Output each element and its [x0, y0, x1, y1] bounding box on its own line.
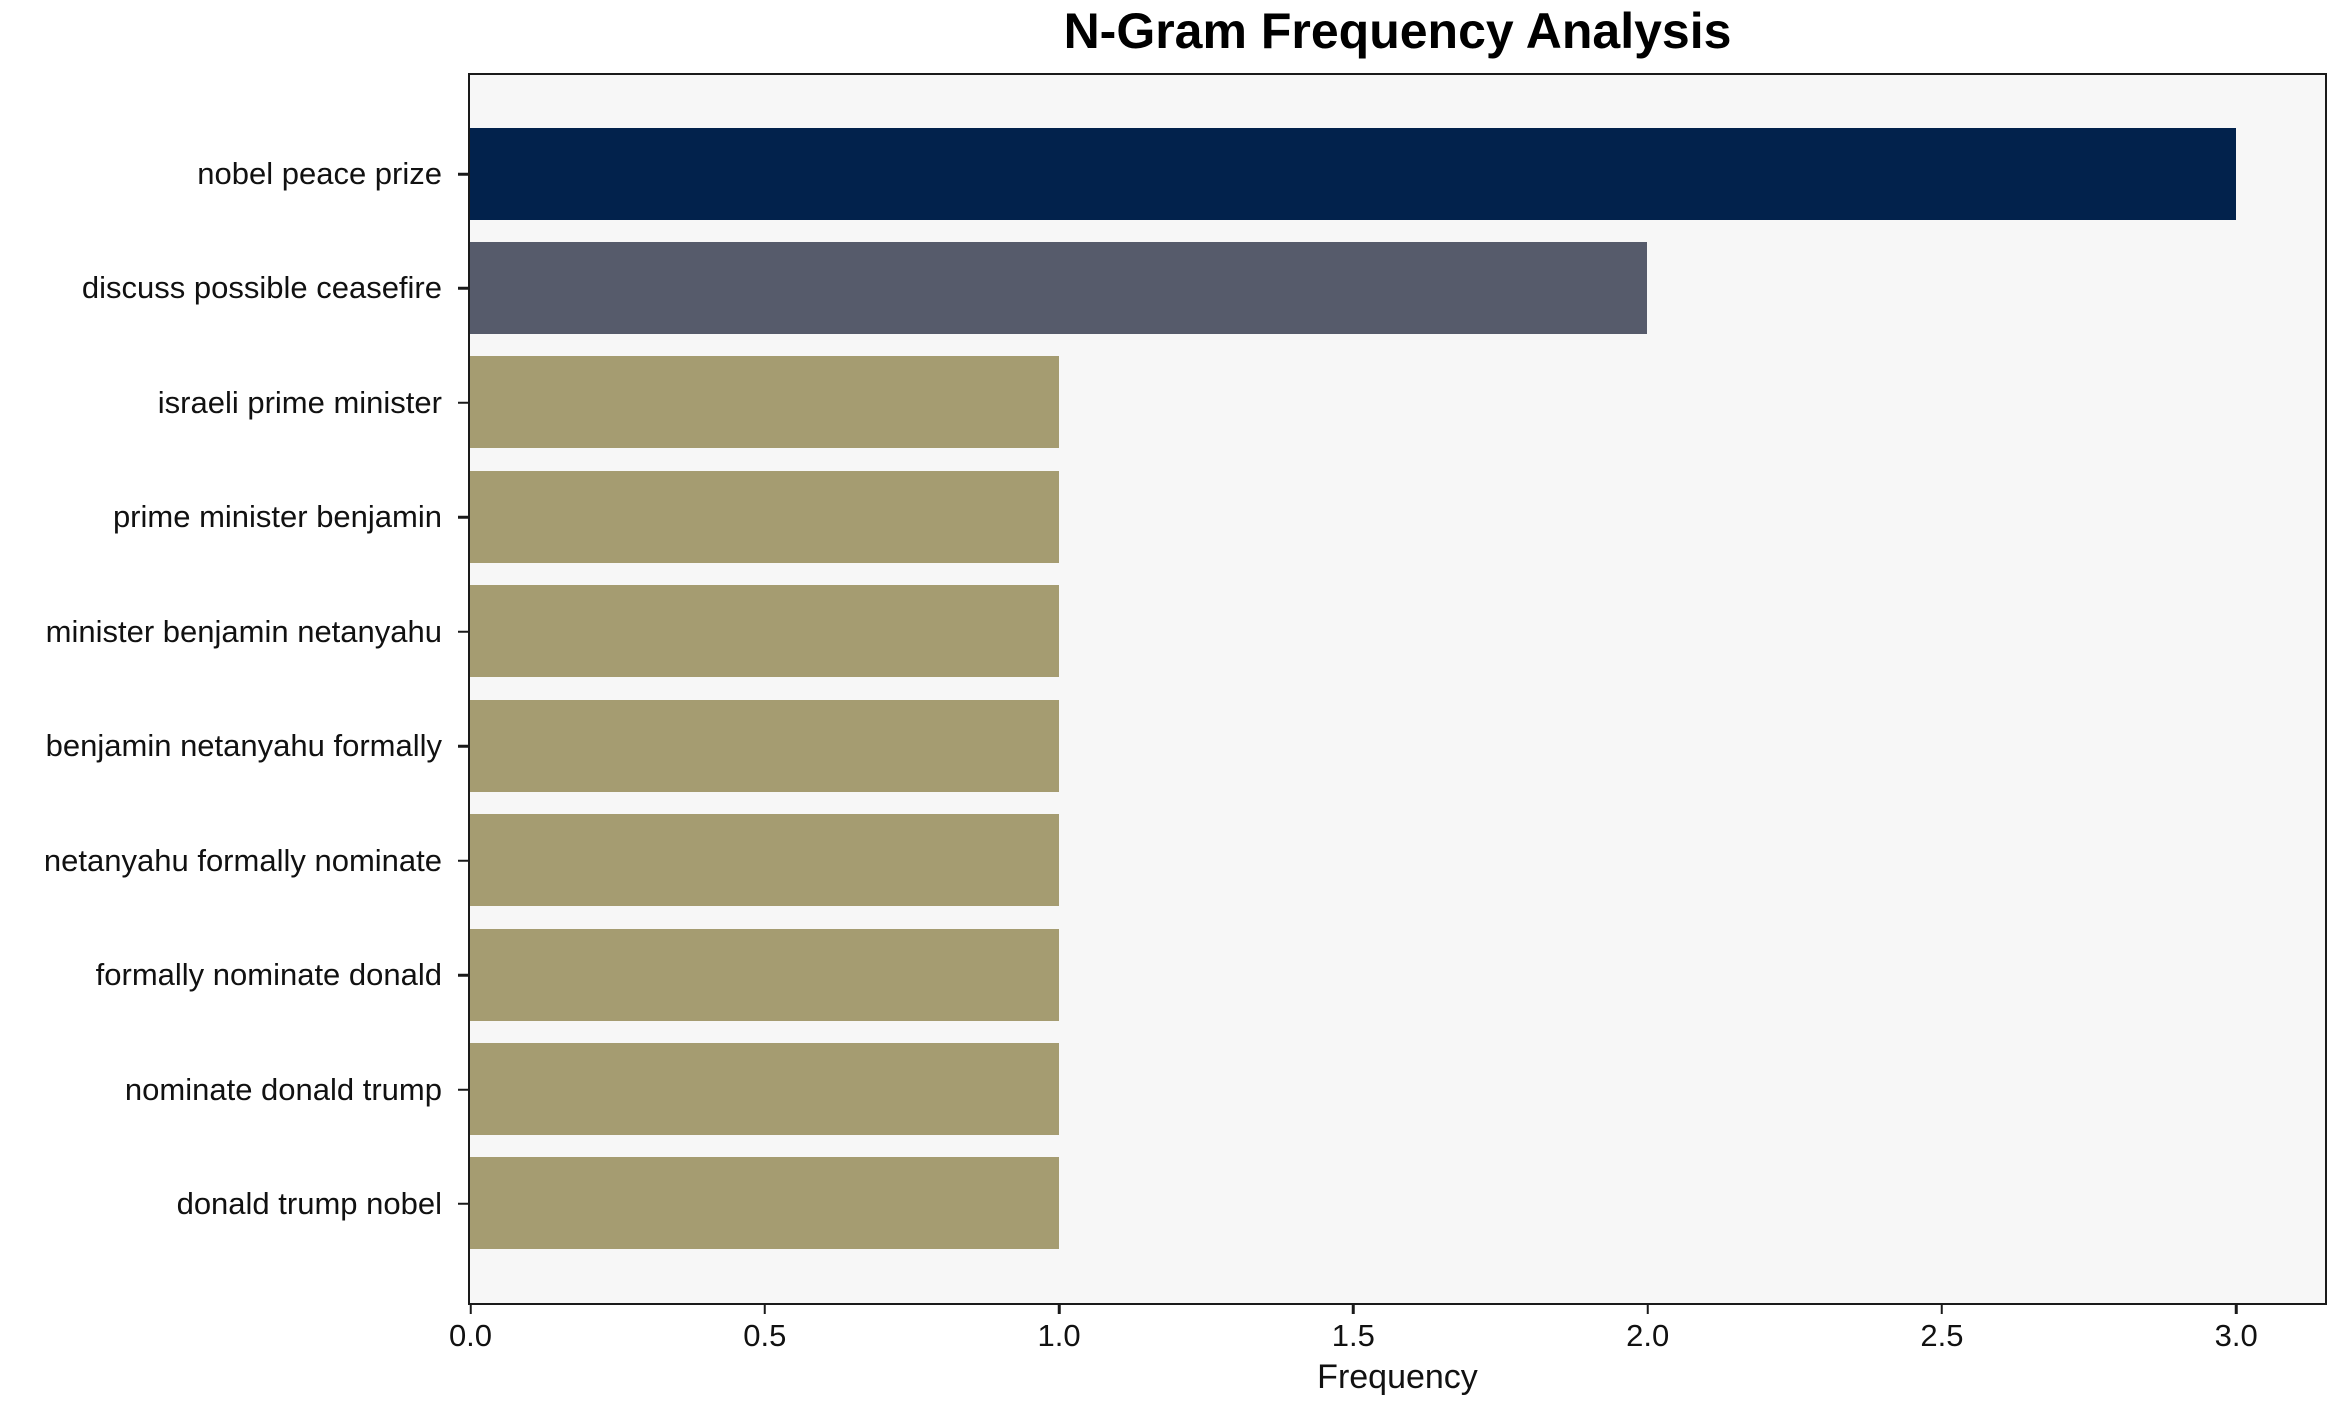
x-tick-label: 1.5: [1331, 1318, 1375, 1353]
y-tick-label: formally nominate donald: [95, 957, 442, 993]
bar-discuss-possible-ceasefire: [470, 241, 1648, 334]
y-tick-label: nominate donald trump: [124, 1071, 442, 1107]
y-tick-label: discuss possible ceasefire: [81, 270, 442, 306]
x-tick-mark: [2234, 1305, 2238, 1314]
bar-prime-minister-benjamin: [470, 470, 1059, 563]
x-tick-mark: [1352, 1305, 1355, 1314]
y-tick-mark: [458, 287, 468, 290]
y-tick-mark: [458, 630, 468, 633]
x-tick-mark: [763, 1305, 767, 1314]
y-tick-label: nobel peace prize: [197, 156, 442, 191]
bar-netanyahu-formally-nominate: [470, 814, 1059, 907]
y-tick-mark: [458, 973, 468, 977]
y-tick-label: prime minister benjamin: [112, 499, 442, 535]
x-tick-mark: [1940, 1305, 1944, 1314]
y-tick-label: israeli prime minister: [157, 384, 442, 420]
bar-nobel-peace-prize: [470, 127, 2236, 220]
x-tick-mark: [1057, 1305, 1061, 1314]
y-tick-mark: [458, 744, 468, 748]
x-tick-mark: [1646, 1305, 1649, 1314]
y-tick-mark: [458, 172, 468, 176]
y-tick-label: minister benjamin netanyahu: [45, 613, 442, 649]
y-tick-label: netanyahu formally nominate: [43, 842, 442, 878]
bar-benjamin-netanyahu-formally: [470, 699, 1059, 792]
plot-area: [468, 73, 2327, 1305]
y-tick-label: donald trump nobel: [176, 1185, 442, 1221]
bar-israeli-prime-minister: [470, 356, 1059, 449]
x-tick-label: 2.0: [1626, 1318, 1670, 1353]
x-tick-label: 2.5: [1920, 1318, 1964, 1353]
x-tick-mark: [469, 1305, 472, 1314]
bar-minister-benjamin-netanyahu: [470, 585, 1059, 678]
y-tick-mark: [458, 1202, 468, 1206]
y-tick-mark: [458, 1088, 468, 1091]
chart-title: N-Gram Frequency Analysis: [1063, 3, 1732, 59]
y-tick-mark: [458, 401, 468, 405]
x-tick-label: 1.0: [1037, 1318, 1081, 1353]
bar-nominate-donald-trump: [470, 1043, 1059, 1136]
y-tick-mark: [458, 859, 468, 862]
bar-formally-nominate-donald: [470, 928, 1059, 1021]
x-tick-label: 0.5: [743, 1318, 787, 1353]
bar-donald-trump-nobel: [470, 1157, 1059, 1250]
x-axis-title: Frequency: [1317, 1358, 1478, 1396]
x-tick-label: 0.0: [448, 1318, 493, 1353]
y-tick-label: benjamin netanyahu formally: [45, 728, 442, 764]
y-tick-mark: [458, 516, 468, 519]
x-tick-label: 3.0: [2214, 1318, 2258, 1353]
